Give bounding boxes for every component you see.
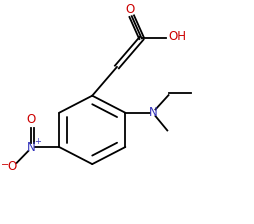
Text: N: N — [149, 106, 158, 119]
Text: O: O — [26, 113, 35, 126]
Text: OH: OH — [169, 30, 187, 43]
Text: N: N — [26, 140, 35, 153]
Text: −: − — [1, 160, 9, 170]
Text: O: O — [126, 3, 135, 16]
Text: +: + — [34, 137, 41, 146]
Text: O: O — [8, 160, 17, 173]
